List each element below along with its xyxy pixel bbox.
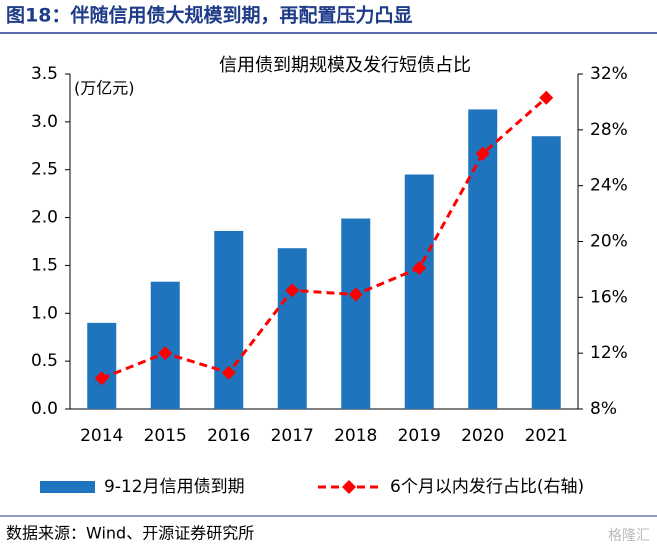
y2-tick-label: 12% <box>590 343 628 363</box>
marker <box>412 261 427 276</box>
y2-tick-label: 24% <box>590 176 628 196</box>
bar <box>531 136 561 409</box>
x-tick-label: 2020 <box>461 426 504 446</box>
x-tick-label: 2014 <box>80 426 123 446</box>
marker <box>475 146 490 161</box>
x-tick-label: 2016 <box>207 426 250 446</box>
bar <box>277 248 307 409</box>
source: 数据来源：Wind、开源证券研究所 <box>6 524 254 543</box>
chart-title: 信用债到期规模及发行短债占比 <box>219 55 471 76</box>
marker <box>285 283 300 298</box>
legend-label: 9-12月信用债到期 <box>104 477 245 497</box>
marker <box>94 371 109 386</box>
y2-tick-label: 8% <box>590 399 617 419</box>
y2-tick-label: 16% <box>590 287 628 307</box>
y-tick-label: 2.0 <box>31 208 58 228</box>
x-tick-label: 2015 <box>144 426 187 446</box>
y-tick-label: 0.0 <box>31 399 58 419</box>
x-tick-label: 2019 <box>398 426 441 446</box>
y-tick-label: 3.5 <box>31 64 58 84</box>
y2-tick-label: 20% <box>590 232 628 252</box>
y-tick-label: 1.0 <box>31 303 58 323</box>
marker <box>539 90 554 105</box>
bar <box>150 281 180 409</box>
line <box>101 96 548 380</box>
y-tick-label: 1.5 <box>31 255 58 275</box>
marker <box>158 346 173 361</box>
figure-title: 图18：伴随信用债大规模到期，再配置压力凸显 <box>6 4 412 27</box>
x-tick-label: 2021 <box>525 426 568 446</box>
bar <box>341 218 371 409</box>
legend-swatch <box>40 481 95 493</box>
bar <box>214 230 244 409</box>
bar <box>87 322 117 409</box>
y-tick-label: 2.5 <box>31 160 58 180</box>
y-tick-label: 0.5 <box>31 351 58 371</box>
watermark: 格隆汇 <box>608 528 650 544</box>
legend-label: 6个月以内发行占比(右轴) <box>390 477 584 497</box>
marker <box>348 287 363 302</box>
y2-tick-label: 28% <box>590 120 628 140</box>
y-tick-label: 3.0 <box>31 112 58 132</box>
y2-tick-label: 32% <box>590 64 628 84</box>
x-tick-label: 2017 <box>271 426 314 446</box>
bar <box>404 174 434 409</box>
marker <box>221 365 236 380</box>
legend-marker <box>342 480 356 494</box>
y-axis-label: (万亿元) <box>74 79 135 98</box>
x-tick-label: 2018 <box>334 426 377 446</box>
